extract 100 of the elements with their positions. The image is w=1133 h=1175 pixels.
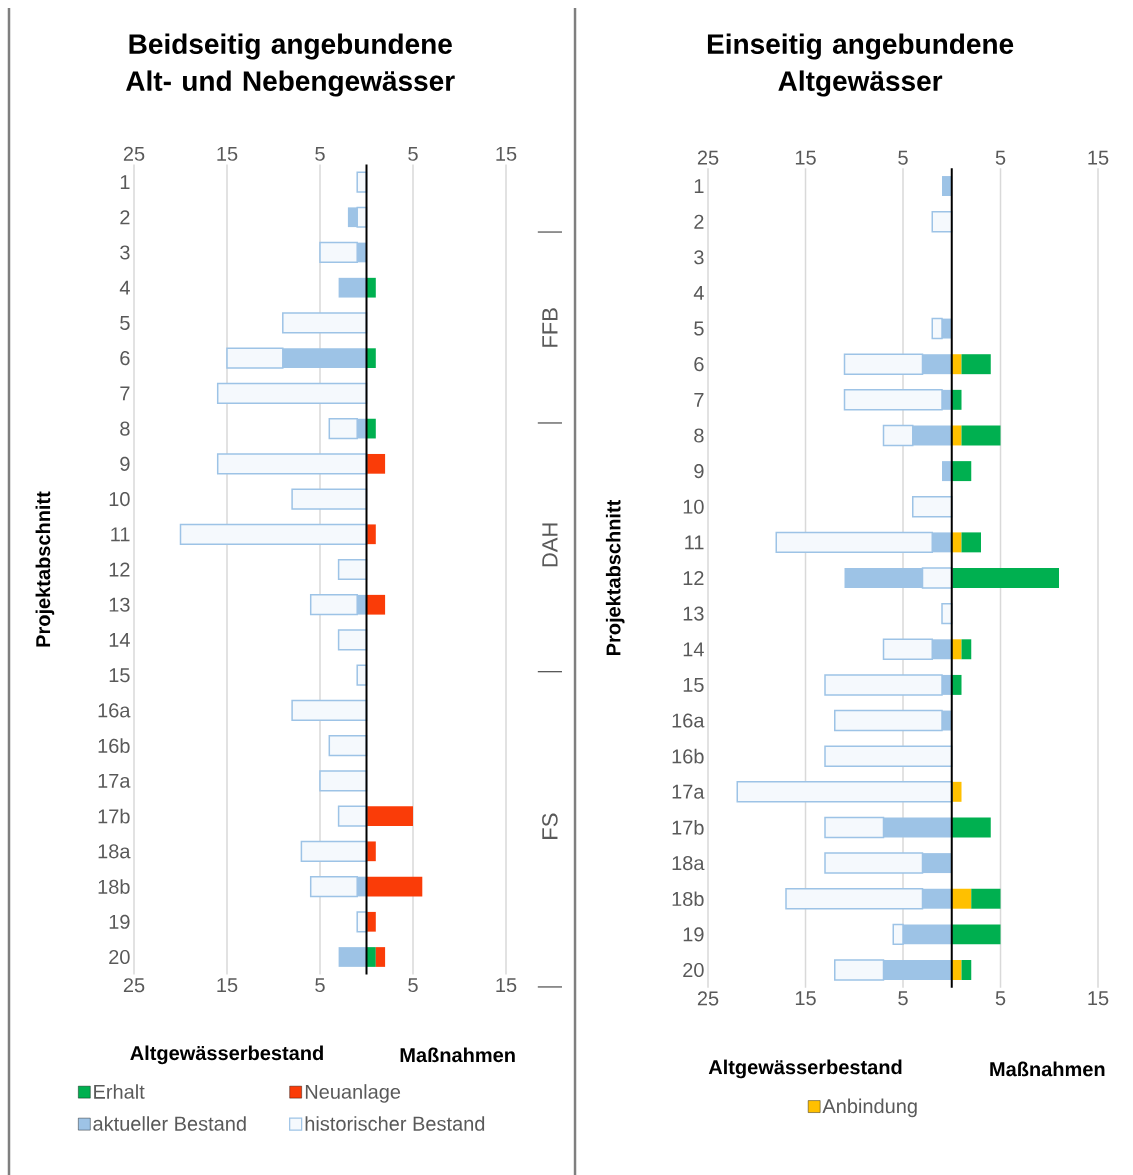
y-tick-label: 18a [672, 856, 705, 871]
bar [951, 817, 991, 838]
legend-label: Neuanlage [305, 1084, 401, 1103]
bar [356, 664, 368, 686]
bar [951, 960, 962, 980]
bar [337, 805, 368, 827]
bar [951, 425, 962, 446]
y-tick-label: 17b [98, 808, 130, 824]
text: FS [542, 813, 558, 839]
bar [961, 960, 972, 980]
y-tick-label: 2 [120, 210, 130, 225]
x-tick-label: 5 [315, 978, 325, 993]
x2-tick-label: 25 [123, 146, 145, 161]
y-tick-label: 5 [694, 321, 704, 336]
bar [366, 453, 386, 474]
bar [951, 461, 972, 482]
bar [961, 354, 991, 375]
legend-label: Erhalt [94, 1084, 145, 1099]
legend-label: aktueller Bestand [93, 1116, 246, 1131]
x-tick-label: 5 [995, 991, 1006, 1006]
y-tick-label: 17a [672, 784, 705, 799]
bar [216, 453, 368, 475]
bar [300, 840, 368, 862]
x2-tick-label: 15 [496, 146, 517, 161]
y-tick-label: 1 [694, 179, 704, 193]
bar [179, 523, 368, 545]
bar [366, 806, 413, 826]
y-tick-label: 12 [109, 562, 130, 577]
y-tick-label: 6 [694, 357, 704, 372]
y-tick-label: 14 [683, 642, 704, 657]
y-tick-label: 18b [98, 879, 130, 894]
y-tick-label: 19 [109, 914, 130, 929]
bar [951, 888, 972, 909]
x2-tick-label: 5 [315, 146, 325, 161]
bar [356, 171, 368, 193]
y-tick-label: 16a [672, 713, 705, 728]
x2-tick-label: 5 [408, 146, 418, 161]
y-tick-label: 15 [683, 677, 704, 692]
bar [912, 496, 953, 518]
y-tick-label: 2 [694, 214, 704, 229]
y-axis-title: Projektabschnitt [605, 499, 625, 656]
bar [951, 389, 962, 410]
legend-label: historischer Bestand [305, 1116, 485, 1131]
y-tick-label: 13 [109, 597, 130, 612]
bar [971, 888, 1001, 909]
y-tick-label: 14 [109, 633, 130, 647]
legend-label: Anbindung [822, 1098, 917, 1118]
y-tick-label: 10 [683, 499, 704, 514]
text: Maßnahmen [990, 1061, 1105, 1077]
y-tick-label: 17b [672, 820, 704, 835]
y-tick-label: 1 [120, 175, 130, 189]
x-tick-label: 15 [496, 978, 517, 993]
x-tick-label: 5 [898, 991, 908, 1006]
y-tick-label: 3 [120, 245, 130, 260]
y-tick-label: 7 [120, 386, 130, 401]
bar [942, 461, 952, 482]
bar [291, 488, 368, 510]
y-tick-label: 17a [98, 773, 131, 788]
x2-tick-label: 25 [697, 150, 719, 165]
y-tick-label: 18b [672, 891, 704, 907]
y-tick-label: 3 [694, 250, 704, 265]
y-tick-label: 13 [683, 606, 704, 621]
x-axis-title: Altgewässerbestand [130, 1045, 323, 1065]
text: FFB [542, 308, 558, 347]
y-tick-label: 16b [98, 738, 130, 753]
y-tick-label: 11 [685, 535, 704, 550]
bar [366, 876, 423, 897]
x-tick-label: 25 [697, 991, 719, 1006]
y-tick-label: 20 [683, 962, 704, 978]
y-tick-label: 9 [120, 456, 130, 471]
bar [366, 594, 386, 615]
y-tick-label: 6 [120, 351, 130, 366]
y-axis-title: Projektabschnitt [35, 491, 55, 647]
y-tick-label: 11 [111, 527, 130, 542]
x2-tick-label: 5 [995, 150, 1006, 165]
x-tick-label: 15 [217, 978, 238, 993]
bar [337, 558, 368, 581]
y-tick-label: 16b [672, 748, 704, 764]
x2-tick-label: 15 [1088, 150, 1109, 165]
y-tick-label: 8 [694, 428, 704, 443]
y-tick-label: 4 [119, 280, 130, 295]
y-tick-label: 5 [120, 315, 130, 330]
text: DAH [542, 523, 558, 567]
x-tick-label: 15 [795, 991, 816, 1006]
bar [951, 532, 962, 553]
bar [291, 699, 368, 722]
bar [951, 924, 1001, 945]
bar [961, 532, 982, 553]
bar [824, 745, 953, 767]
x-tick-label: 15 [1088, 991, 1109, 1006]
bar [337, 629, 368, 651]
y-tick-label: 4 [693, 286, 704, 300]
bar [319, 770, 368, 792]
bar [736, 781, 953, 803]
bar [338, 947, 367, 967]
bar [951, 354, 962, 375]
bar [282, 312, 368, 334]
bar [942, 176, 952, 196]
x2-tick-label: 15 [795, 150, 816, 165]
y-tick-label: 15 [109, 668, 130, 683]
